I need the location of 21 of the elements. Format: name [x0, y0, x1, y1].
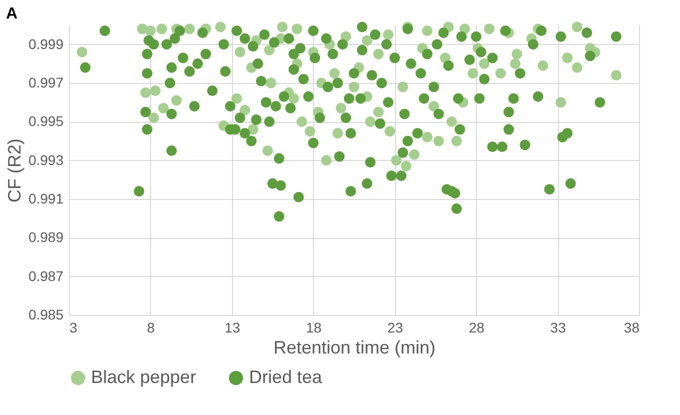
y-tick-label: 0.985 — [28, 306, 64, 322]
x-tick-label: 38 — [624, 320, 640, 336]
x-tick-label: 28 — [468, 320, 485, 336]
x-tick-label: 3 — [70, 320, 78, 336]
x-axis-title: Retention time (min) — [273, 338, 436, 358]
y-tick-label: 0.993 — [28, 152, 64, 168]
y-tick-label: 0.987 — [28, 268, 64, 284]
y-tick-label: 0.991 — [28, 190, 64, 206]
y-tick-label: 0.989 — [28, 229, 64, 246]
chart-title: A — [6, 6, 18, 23]
x-tick-label: 13 — [224, 320, 240, 336]
y-tick-label: 0.997 — [28, 74, 64, 90]
y-tick-label: 0.995 — [28, 113, 64, 130]
x-tick-label: 33 — [550, 320, 566, 336]
legend-label: Black pepper — [91, 367, 196, 387]
y-axis-title: CF (R2) — [4, 138, 24, 202]
x-tick-label: 8 — [147, 320, 156, 336]
y-tick-label: 0.999 — [28, 36, 64, 52]
x-tick-label: 18 — [306, 320, 322, 336]
legend-label: Dried tea — [249, 367, 324, 387]
x-tick-label: 23 — [387, 320, 404, 336]
